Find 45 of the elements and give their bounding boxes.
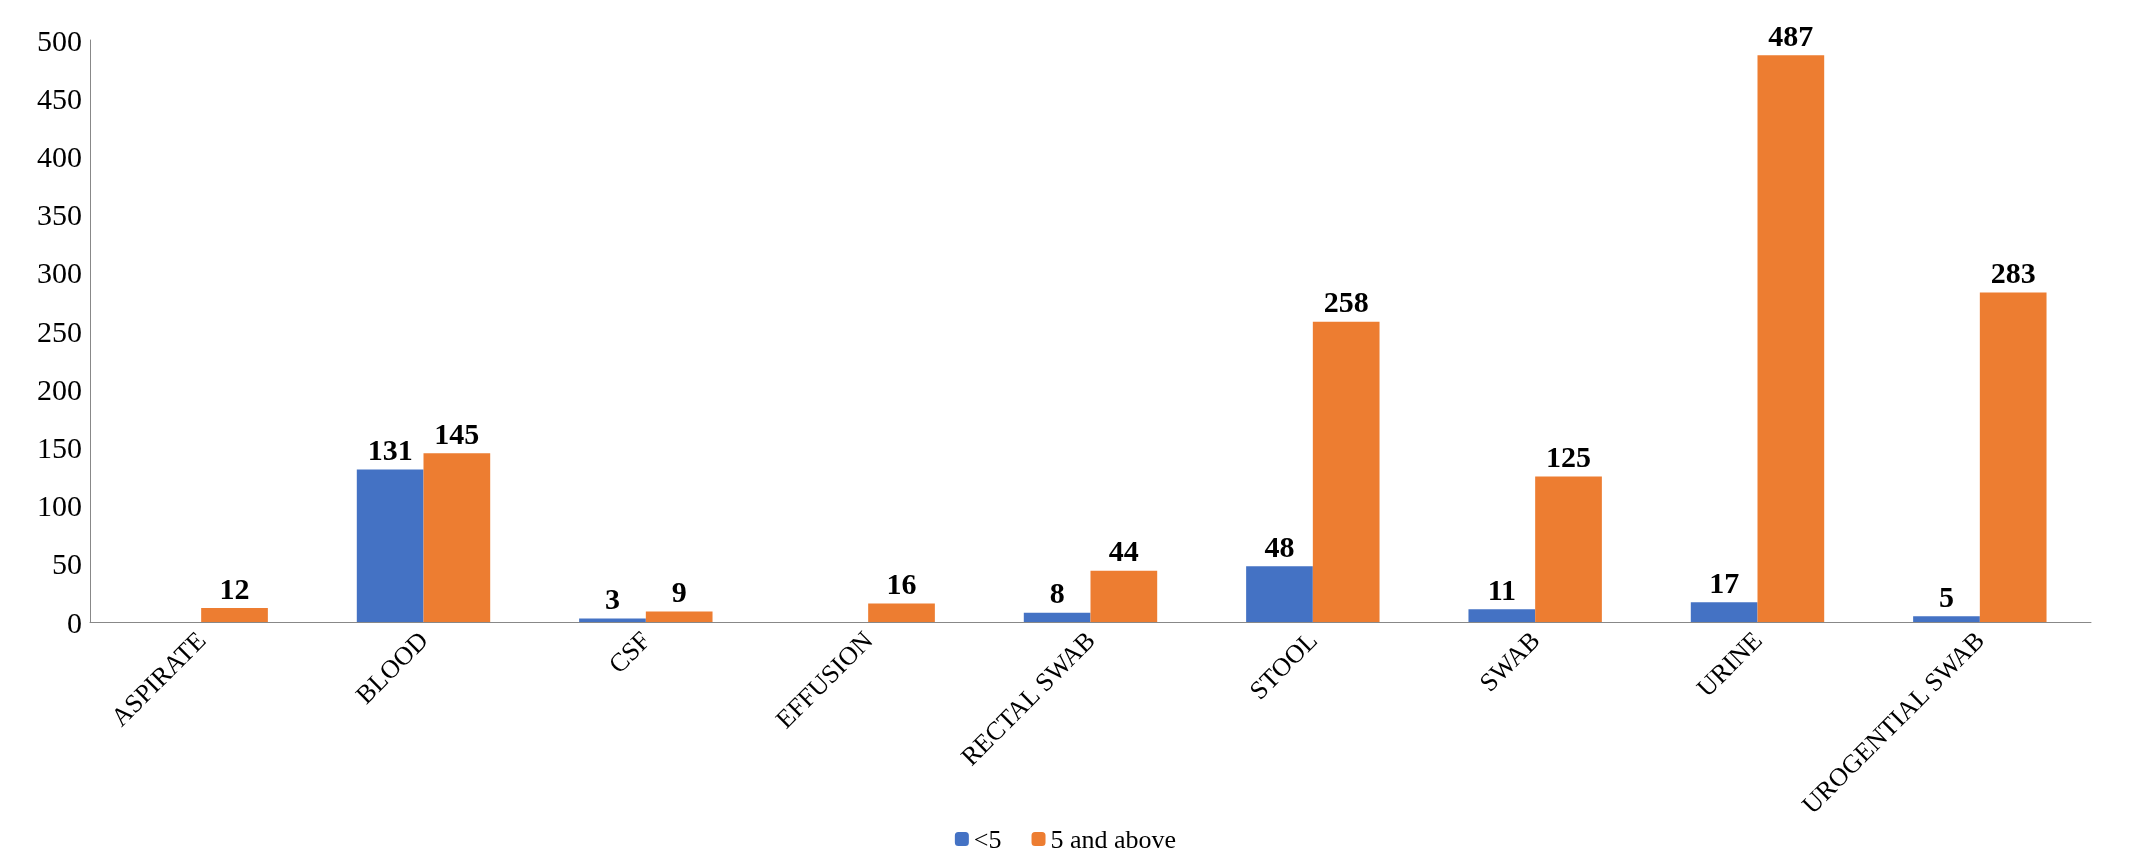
bar [1023,612,1091,622]
bar [645,611,713,622]
y-tick-label: 50 [52,547,82,581]
bar [356,469,424,622]
data-label: 8 [1049,576,1065,610]
y-tick-label: 500 [37,23,82,57]
x-tick-label: CSF [602,625,657,679]
bar [1468,609,1536,622]
data-label: 258 [1323,285,1369,319]
data-label: 16 [886,566,917,600]
bar [1312,321,1380,622]
legend-label: <5 [973,824,1002,854]
bar [1246,566,1313,622]
bar [868,603,935,622]
data-label: 12 [219,571,250,605]
y-tick-label: 400 [37,139,82,173]
bar [1690,602,1758,622]
y-tick-label: 100 [37,489,82,523]
data-label: 44 [1108,534,1139,568]
y-tick-label: 0 [67,605,82,639]
y-tick-label: 350 [37,198,82,232]
bar [423,453,491,622]
y-tick-label: 150 [37,430,82,464]
y-tick-label: 250 [37,314,82,348]
bar [1535,476,1602,622]
y-tick-label: 300 [37,256,82,290]
legend-label: 5 and above [1050,824,1177,854]
data-label: 283 [1990,256,2036,290]
data-label: 9 [671,575,687,609]
data-label: 3 [604,582,620,616]
bar [1757,55,1825,622]
data-label: 48 [1264,529,1295,563]
data-label: 131 [367,433,413,467]
data-label: 11 [1487,572,1516,606]
data-label: 5 [1938,579,1954,613]
y-tick-label: 200 [37,372,82,406]
y-tick-label: 450 [37,81,82,115]
bar [1979,292,2047,622]
bar [201,608,268,622]
data-label: 17 [1709,565,1740,599]
bar [1913,616,1980,622]
data-label: 145 [434,416,480,450]
data-label: 125 [1546,440,1592,473]
data-label: 487 [1768,18,1814,52]
bar [1090,570,1158,622]
